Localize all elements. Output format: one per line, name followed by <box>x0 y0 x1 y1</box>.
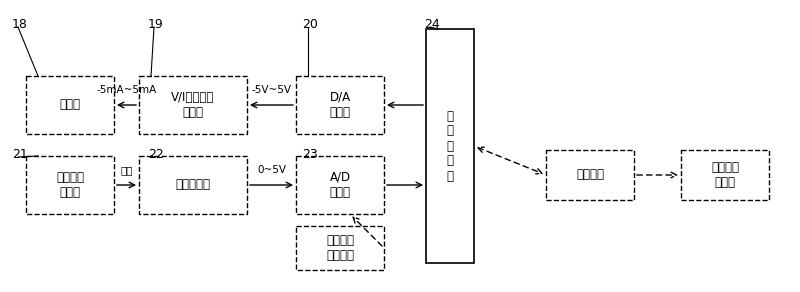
Text: 22: 22 <box>148 148 164 161</box>
Text: A/D
采集卡: A/D 采集卡 <box>330 171 350 199</box>
Bar <box>139 76 247 134</box>
Text: 23: 23 <box>302 148 318 161</box>
Text: 动力活塞
输出端: 动力活塞 输出端 <box>56 171 84 199</box>
Text: 位移传感器: 位移传感器 <box>175 178 210 192</box>
Text: 19: 19 <box>148 18 164 31</box>
Text: 测
控
计
算
机: 测 控 计 算 机 <box>446 110 454 182</box>
Text: 显示结果
并存储: 显示结果 并存储 <box>711 161 739 189</box>
Bar <box>546 150 634 200</box>
Bar <box>26 76 114 134</box>
Text: 20: 20 <box>302 18 318 31</box>
Text: 测控软件
自动计时: 测控软件 自动计时 <box>326 234 354 262</box>
Bar <box>139 156 247 214</box>
Text: -5mA~5mA: -5mA~5mA <box>96 85 157 95</box>
Bar <box>26 156 114 214</box>
Text: 21: 21 <box>12 148 28 161</box>
Text: 24: 24 <box>424 18 440 31</box>
Text: 18: 18 <box>12 18 28 31</box>
Bar <box>426 29 474 263</box>
Bar <box>296 226 384 270</box>
Text: 数据处理: 数据处理 <box>576 168 604 182</box>
Text: D/A
输出卡: D/A 输出卡 <box>330 91 350 119</box>
Bar <box>681 150 769 200</box>
Text: 位移: 位移 <box>120 165 133 175</box>
Bar <box>296 76 384 134</box>
Text: -5V~5V: -5V~5V <box>251 85 291 95</box>
Text: 0~5V: 0~5V <box>257 165 286 175</box>
Text: 伺服阀: 伺服阀 <box>59 98 81 112</box>
Text: V/I转换隔离
放大器: V/I转换隔离 放大器 <box>171 91 214 119</box>
Bar <box>296 156 384 214</box>
